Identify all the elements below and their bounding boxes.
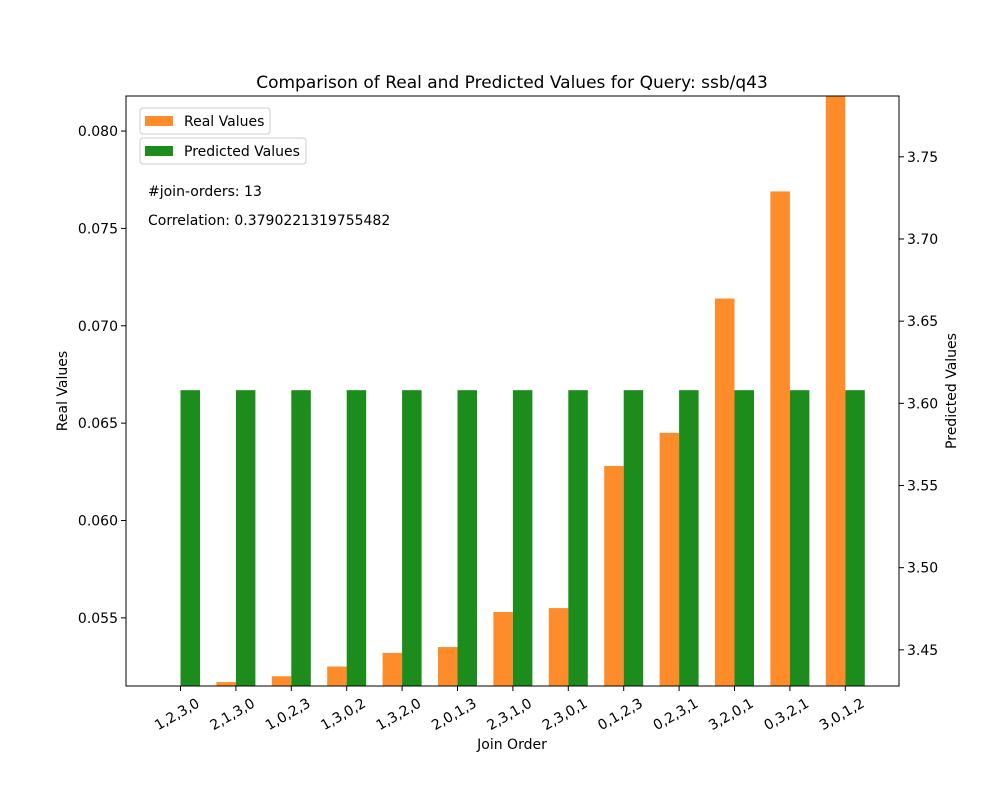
legend-swatch-1 — [145, 146, 173, 156]
left-y-tick-label-4: 0.075 — [78, 221, 118, 237]
right-y-tick-label-4: 3.65 — [907, 314, 938, 330]
bar-predicted-0 — [180, 390, 200, 686]
left-y-tick-label-2: 0.065 — [78, 416, 118, 432]
bar-real-6 — [493, 612, 513, 686]
bar-predicted-11 — [789, 390, 810, 686]
x-tick-label-2: 1,0,2,3 — [263, 696, 313, 734]
x-axis-label: Join Order — [476, 737, 547, 753]
bar-predicted-4 — [402, 390, 422, 686]
bar-real-2 — [271, 676, 292, 686]
correlation-annotation: Correlation: 0.3790221319755482 — [148, 213, 390, 229]
right-y-tick-label-6: 3.75 — [907, 150, 938, 166]
legend-box-0 — [139, 107, 271, 135]
x-tick-label-12: 3,0,1,2 — [817, 696, 867, 734]
bar-real-11 — [770, 191, 790, 686]
x-tick-label-7: 2,3,0,1 — [540, 696, 590, 734]
bar-real-5 — [438, 647, 458, 686]
right-y-tick-label-1: 3.50 — [907, 561, 938, 577]
x-axis: 1,2,3,0 2,1,3,0 1,0,2,3 1,3,0,2 1,3,2,0 2,0,1… — [152, 686, 867, 734]
bar-predicted-1 — [235, 390, 256, 686]
left-y-axis: 0.055 0.060 0.065 0.070 0.075 0.080 — [78, 124, 126, 627]
bar-real-4 — [382, 652, 403, 686]
bar-predicted-7 — [568, 390, 588, 686]
bar-predicted-9 — [679, 390, 699, 686]
legend-label-1: Predicted Values — [184, 144, 300, 160]
left-y-tick-label-0: 0.055 — [78, 611, 118, 627]
bar-predicted-8 — [623, 390, 644, 686]
bar-real-7 — [548, 608, 569, 686]
bar-predicted-12 — [845, 390, 865, 686]
join-orders-annotation: #join-orders: 13 — [148, 184, 262, 200]
x-tick-label-8: 0,1,2,3 — [595, 696, 645, 734]
chart-title: Comparison of Real and Predicted Values … — [256, 73, 768, 93]
bar-real-1 — [216, 682, 236, 686]
right-y-tick-label-5: 3.70 — [907, 232, 938, 248]
bars-group — [180, 96, 865, 686]
bar-real-9 — [659, 432, 680, 686]
x-tick-label-11: 0,3,2,1 — [761, 696, 811, 734]
bar-real-8 — [604, 465, 624, 686]
right-y-tick-label-3: 3.60 — [907, 396, 938, 412]
bar-predicted-6 — [512, 390, 533, 686]
x-tick-label-1: 2,1,3,0 — [207, 696, 257, 734]
x-tick-label-5: 2,0,1,3 — [429, 696, 479, 734]
bar-predicted-10 — [734, 390, 754, 686]
bar-predicted-5 — [457, 390, 477, 686]
bar-real-12 — [825, 96, 846, 686]
left-y-tick-label-5: 0.080 — [78, 124, 118, 140]
x-tick-label-6: 2,3,1,0 — [484, 696, 534, 734]
right-y-tick-label-2: 3.55 — [907, 478, 938, 494]
left-y-axis-label: Real Values — [55, 351, 71, 431]
legend-swatch-0 — [145, 116, 173, 126]
legend: Real Values Predicted Values — [139, 107, 307, 165]
left-y-tick-label-1: 0.060 — [78, 513, 118, 529]
x-tick-label-9: 0,2,3,1 — [651, 696, 701, 734]
legend-box-1 — [139, 137, 307, 165]
right-y-axis-label: Predicted Values — [944, 333, 960, 449]
legend-label-0: Real Values — [184, 114, 264, 130]
x-tick-label-10: 3,2,0,1 — [706, 696, 756, 734]
right-y-axis: 3.45 3.50 3.55 3.60 3.65 3.70 3.75 — [899, 150, 938, 659]
x-tick-label-0: 1,2,3,0 — [152, 696, 202, 734]
x-tick-label-3: 1,3,0,2 — [318, 696, 368, 734]
left-y-tick-label-3: 0.070 — [78, 319, 118, 335]
bar-predicted-3 — [346, 390, 367, 686]
right-y-tick-label-0: 3.45 — [907, 643, 938, 659]
bar-predicted-2 — [291, 390, 311, 686]
bar-real-10 — [715, 298, 735, 686]
bar-real-3 — [327, 666, 347, 686]
x-tick-label-4: 1,3,2,0 — [374, 696, 424, 734]
